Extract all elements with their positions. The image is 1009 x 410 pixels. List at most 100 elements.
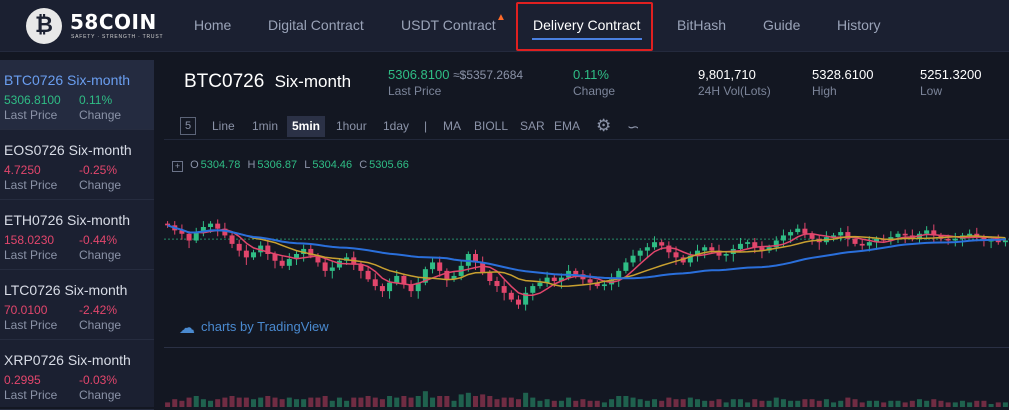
indicator-bioll[interactable]: BIOLL xyxy=(474,119,509,133)
change-label: Change xyxy=(79,318,122,332)
interval-line[interactable]: Line xyxy=(212,119,235,133)
volume-bar xyxy=(515,399,521,407)
ohlc-c-label: C xyxy=(359,159,368,171)
volume-bar xyxy=(200,399,206,407)
volume-bar xyxy=(687,397,693,407)
volume-bar xyxy=(308,397,314,407)
nav-guide[interactable]: Guide xyxy=(763,17,801,33)
market-item-eth0726[interactable]: ETH0726 Six-month 158.0230 -0.44% Last P… xyxy=(0,200,154,270)
nav-home[interactable]: Home xyxy=(194,17,232,33)
nav-delivery-contract[interactable]: Delivery Contract xyxy=(533,17,641,33)
volume-bar xyxy=(609,399,615,407)
candle-body xyxy=(551,277,557,281)
interval-5min[interactable]: 5min xyxy=(287,116,326,137)
volume-bar xyxy=(215,399,221,407)
volume-bar xyxy=(179,400,185,407)
interval-box[interactable]: 5 xyxy=(180,117,196,135)
ohlc-toggle[interactable]: + xyxy=(172,161,183,172)
market-name: LTC0726 Six-month xyxy=(4,282,128,298)
indicator-ma[interactable]: MA xyxy=(443,119,461,133)
candle-body xyxy=(967,233,973,236)
candle-body xyxy=(780,235,786,241)
candle-body xyxy=(601,284,607,287)
candle-body xyxy=(394,275,400,283)
volume-bar xyxy=(702,400,708,407)
ticker-volume: 9,801,710 xyxy=(698,67,756,82)
candle-body xyxy=(945,238,951,241)
candle-body xyxy=(379,286,385,292)
tradingview-cloud-icon: ☁ xyxy=(179,320,195,337)
tradingview-credit[interactable]: ☁ charts by TradingView xyxy=(179,318,329,338)
chart-indicators-icon[interactable]: ∽ xyxy=(627,119,640,136)
candlestick-chart[interactable] xyxy=(164,150,1009,407)
volume-bar xyxy=(422,391,428,407)
ticker-high: 5328.6100 xyxy=(812,67,874,82)
market-item-btc0726[interactable]: BTC0726 Six-month 5306.8100 0.11% Last P… xyxy=(0,60,154,130)
candle-body xyxy=(788,232,794,236)
volume-bar xyxy=(494,399,500,407)
candle-body xyxy=(594,282,600,287)
ticker-summary: BTC0726 Six-month 5306.8100 ≈$5357.2684 … xyxy=(164,60,1009,106)
volume-bar xyxy=(831,402,837,407)
ticker-title: BTC0726 Six-month xyxy=(184,71,351,93)
flame-icon: ▲ xyxy=(496,12,506,23)
market-price: 0.2995 xyxy=(4,373,41,387)
indicator-ema[interactable]: EMA xyxy=(554,119,581,133)
volume-bar xyxy=(788,400,794,407)
interval-1min[interactable]: 1min xyxy=(252,119,279,133)
nav-history[interactable]: History xyxy=(837,17,881,33)
candle-body xyxy=(616,270,622,280)
market-change: 0.11% xyxy=(79,93,113,107)
candle-body xyxy=(258,245,264,253)
nav-bithash[interactable]: BitHash xyxy=(677,17,727,33)
volume-bar xyxy=(816,400,822,407)
candle-body xyxy=(251,252,257,258)
volume-bar xyxy=(186,397,192,407)
volume-bar xyxy=(394,397,400,407)
volume-bar xyxy=(931,399,937,407)
ticker-symbol: BTC0726 xyxy=(184,71,265,92)
candle-body xyxy=(924,230,930,234)
nav-digital-contract[interactable]: Digital Contract xyxy=(268,17,364,33)
candle-body xyxy=(272,254,278,261)
nav-usdt-contract[interactable]: USDT Contract xyxy=(401,17,496,33)
market-name: BTC0726 Six-month xyxy=(4,72,131,88)
candle-body xyxy=(315,255,321,263)
volume-bar xyxy=(566,397,572,407)
volume-bar xyxy=(659,400,665,407)
market-price: 4.7250 xyxy=(4,163,41,177)
candle-body xyxy=(401,275,407,285)
active-nav-highlight xyxy=(516,2,653,51)
volume-bar xyxy=(752,399,758,407)
candle-body xyxy=(702,247,708,251)
last-price-label: Last Price xyxy=(4,108,58,122)
volume-bar xyxy=(415,396,421,407)
market-item-xrp0726[interactable]: XRP0726 Six-month 0.2995 -0.03% Last Pri… xyxy=(0,340,154,410)
interval-1hour[interactable]: 1hour xyxy=(336,119,367,133)
market-item-ltc0726[interactable]: LTC0726 Six-month 70.0100 -2.42% Last Pr… xyxy=(0,270,154,340)
volume-bar xyxy=(165,402,171,407)
price-chart[interactable]: + O 5304.78 H 5306.87 L 5304.46 C 5305.66 ☁ c… xyxy=(164,150,1009,407)
change-label: Change xyxy=(79,108,122,122)
candle-body xyxy=(451,275,457,280)
candle-body xyxy=(895,233,901,238)
last-price-label: Last Price xyxy=(388,84,442,98)
candle-body xyxy=(866,242,872,246)
gear-icon[interactable]: ⚙ xyxy=(596,116,612,135)
volume-bar xyxy=(258,397,264,407)
market-item-eos0726[interactable]: EOS0726 Six-month 4.7250 -0.25% Last Pri… xyxy=(0,130,154,200)
volume-bar xyxy=(372,397,378,407)
interval-1day[interactable]: 1day xyxy=(383,119,410,133)
volume-bar xyxy=(451,400,457,407)
volume-bar xyxy=(172,399,178,407)
candle-body xyxy=(494,281,500,287)
candle-body xyxy=(480,262,486,273)
volume-label: 24H Vol(Lots) xyxy=(698,84,771,98)
volume-bar xyxy=(437,396,443,407)
volume-bar xyxy=(480,394,486,407)
logo-name: 58COIN xyxy=(70,10,157,34)
low-label: Low xyxy=(920,84,943,98)
indicator-sar[interactable]: SAR xyxy=(520,119,545,133)
candle-body xyxy=(737,243,743,249)
58coin-logo[interactable]: ₿ 58COIN SAFETY · STRENGTH · TRUST xyxy=(26,8,166,44)
